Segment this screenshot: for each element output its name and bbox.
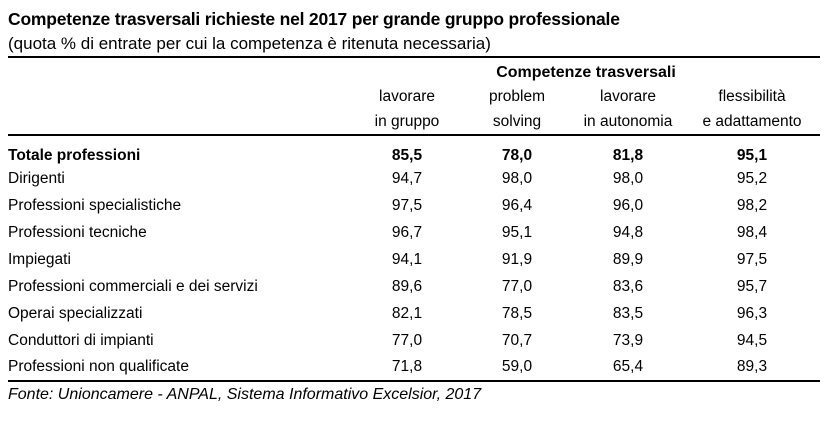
cell-value: 89,6 — [391, 277, 423, 295]
cell-value: 78,5 — [501, 304, 533, 322]
cell-value: 94,1 — [391, 250, 423, 268]
cell-value: 59,0 — [462, 354, 572, 382]
cell-value: 95,1 — [501, 223, 533, 241]
table-row-professioni-non-qualificate: Professioni non qualificate 71,8 59,0 65… — [8, 354, 821, 382]
cell-value: 96,0 — [612, 196, 644, 214]
cell-value: 98,0 — [612, 169, 644, 187]
page-subtitle: (quota % di entrate per cui la competenz… — [8, 34, 491, 53]
column-header-lavorare-in-gruppo: in gruppo — [352, 109, 462, 136]
title-block: Competenze trasversali richieste nel 201… — [8, 0, 820, 58]
cell-value: 85,5 — [391, 147, 423, 164]
source-note: Fonte: Unioncamere - ANPAL, Sistema Info… — [8, 386, 482, 403]
table-row-professioni-commerciali: Professioni commerciali e dei servizi 89… — [8, 273, 820, 300]
cell-value: 77,0 — [391, 331, 423, 349]
cell-value: 94,8 — [612, 223, 644, 241]
competenze-table: Competenze trasversali lavorare problem … — [8, 58, 821, 382]
cell-value: 97,5 — [391, 196, 423, 214]
cell-value: 94,7 — [391, 169, 423, 187]
column-header-problem-solving: solving — [462, 109, 572, 136]
row-label: Conduttori di impianti — [8, 331, 154, 349]
row-label: Dirigenti — [8, 169, 65, 187]
row-label: Professioni tecniche — [8, 223, 147, 241]
cell-value: 98,0 — [501, 169, 533, 187]
cell-value: 78,0 — [501, 147, 533, 164]
cell-value: 98,4 — [736, 223, 768, 241]
row-label: Professioni non qualificate — [8, 354, 352, 382]
table-row-dirigenti: Dirigenti 94,7 98,0 98,0 95,2 — [8, 165, 820, 192]
row-label: Professioni commerciali e dei servizi — [8, 277, 258, 295]
cell-value: 71,8 — [352, 354, 462, 382]
cell-value: 82,1 — [391, 304, 423, 322]
page-title: Competenze trasversali richieste nel 201… — [8, 9, 620, 29]
column-header-row-line1: lavorare problem lavorare flessibilità — [8, 85, 820, 109]
table-header: Competenze trasversali lavorare problem … — [8, 58, 821, 136]
cell-value: 65,4 — [572, 354, 684, 382]
cell-value: 98,2 — [736, 196, 768, 214]
cell-value: 95,2 — [736, 169, 768, 187]
cell-value: 96,3 — [736, 304, 768, 322]
column-header-flessibilita: e adattamento — [684, 109, 821, 136]
cell-value: 70,7 — [501, 331, 533, 349]
table-row-operai-specializzati: Operai specializzati 82,1 78,5 83,5 96,3 — [8, 300, 820, 327]
table-row-totale-professioni: Totale professioni 85,5 78,0 81,8 95,1 — [8, 135, 820, 165]
empty-header-cell — [8, 58, 352, 85]
column-header-lavorare-in-autonomia: lavorare — [600, 88, 656, 105]
table-row-conduttori-di-impianti: Conduttori di impianti 77,0 70,7 73,9 94… — [8, 327, 820, 354]
cell-value: 96,4 — [501, 196, 533, 214]
row-label: Totale professioni — [8, 147, 141, 164]
cell-value: 95,1 — [736, 147, 768, 164]
cell-value: 73,9 — [612, 331, 644, 349]
column-header-flessibilita: flessibilità — [718, 88, 786, 105]
empty-header-cell — [8, 109, 352, 136]
cell-value: 83,5 — [612, 304, 644, 322]
row-label: Impiegati — [8, 250, 71, 268]
row-label: Professioni specialistiche — [8, 196, 182, 214]
cell-value: 83,6 — [612, 277, 644, 295]
cell-value: 97,5 — [736, 250, 768, 268]
cell-value: 91,9 — [501, 250, 533, 268]
column-header-row-line2: in gruppo solving in autonomia e adattam… — [8, 109, 821, 136]
table-row-professioni-specialistiche: Professioni specialistiche 97,5 96,4 96,… — [8, 192, 820, 219]
group-header-label: Competenze trasversali — [496, 64, 676, 81]
cell-value: 89,9 — [612, 250, 644, 268]
cell-value: 94,5 — [736, 331, 768, 349]
cell-value: 89,3 — [684, 354, 821, 382]
column-header-problem-solving: problem — [489, 88, 545, 105]
cell-value: 77,0 — [501, 277, 533, 295]
column-header-lavorare-in-gruppo: lavorare — [379, 88, 435, 105]
table-row-professioni-tecniche: Professioni tecniche 96,7 95,1 94,8 98,4 — [8, 219, 820, 246]
cell-value: 96,7 — [391, 223, 423, 241]
column-header-lavorare-in-autonomia: in autonomia — [572, 109, 684, 136]
group-header-row: Competenze trasversali — [8, 58, 820, 85]
cell-value: 81,8 — [612, 147, 644, 164]
row-label: Operai specializzati — [8, 304, 143, 322]
empty-header-cell — [8, 85, 352, 109]
table-row-impiegati: Impiegati 94,1 91,9 89,9 97,5 — [8, 246, 820, 273]
table-body: Totale professioni 85,5 78,0 81,8 95,1 D… — [8, 135, 821, 382]
cell-value: 95,7 — [736, 277, 768, 295]
